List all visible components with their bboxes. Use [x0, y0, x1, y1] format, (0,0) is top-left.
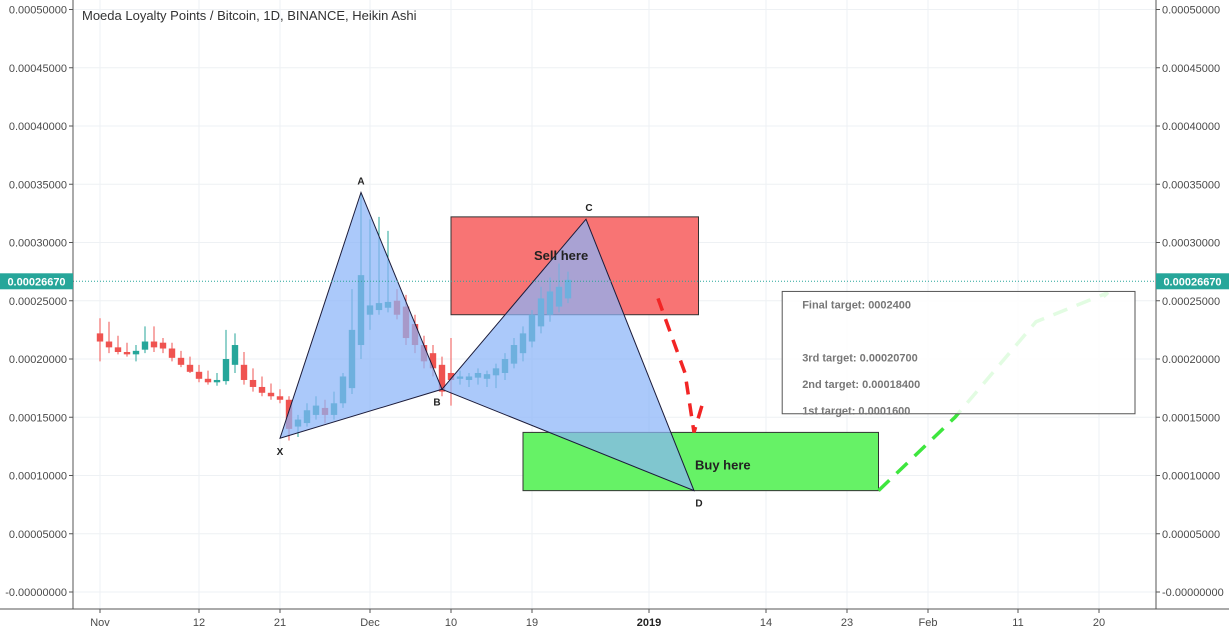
- candle-body: [249, 379, 257, 387]
- y-tick-label-right: 0.00035000: [1162, 179, 1220, 191]
- candle-body: [150, 341, 158, 348]
- candle-body: [267, 392, 275, 397]
- candle-body: [114, 347, 122, 353]
- pattern-layer: X A B C D: [277, 176, 703, 509]
- candle-body: [195, 371, 203, 379]
- pattern-triangle-xab: [279, 190, 443, 439]
- pattern-point-label: C: [585, 203, 592, 214]
- y-tick-label-left: 0.00020000: [9, 354, 67, 366]
- candle-body: [429, 353, 437, 369]
- x-tick-label: 19: [526, 617, 538, 629]
- y-tick-label-left: 0.00010000: [9, 471, 67, 483]
- pattern-point-label: B: [433, 397, 440, 408]
- candle-body: [231, 345, 239, 365]
- candle-body: [177, 357, 185, 365]
- candle-body: [123, 352, 131, 355]
- y-tick-label-right: 0.00005000: [1162, 529, 1220, 541]
- x-tick-label: 2019: [637, 617, 661, 629]
- target-line: 3rd target: 0.00020700: [802, 352, 918, 364]
- candle-body: [141, 341, 149, 350]
- y-tick-label-right: 0.00020000: [1162, 354, 1220, 366]
- targets-box: [781, 290, 1136, 415]
- y-tick-label-right: -0.00000000: [1162, 587, 1224, 599]
- x-tick-label: 14: [760, 617, 772, 629]
- candle-body: [438, 364, 446, 392]
- y-tick-label-left: 0.00040000: [9, 121, 67, 133]
- candle-body: [105, 341, 113, 348]
- y-tick-label-right: 0.00010000: [1162, 471, 1220, 483]
- sell-zone-label: Sell here: [534, 248, 588, 263]
- x-tick-label: 11: [1012, 617, 1023, 629]
- price-badge-left: [0, 273, 73, 290]
- y-tick-label-left: 0.00050000: [9, 5, 67, 17]
- candle-body: [132, 350, 140, 355]
- y-tick-label-left: 0.00025000: [9, 296, 67, 308]
- x-tick-label: 23: [841, 617, 853, 629]
- y-tick-label-left: -0.00000000: [5, 587, 67, 599]
- x-tick-label: 21: [274, 617, 286, 629]
- candle-body: [258, 386, 266, 393]
- price-badge-left-text: 0.00026670: [7, 276, 65, 288]
- candle-body: [276, 396, 284, 400]
- y-tick-label-left: 0.00045000: [9, 63, 67, 75]
- x-tick-label: Feb: [919, 617, 938, 629]
- buy-zone-label: Buy here: [695, 457, 751, 472]
- y-tick-label-right: 0.00040000: [1162, 121, 1220, 133]
- y-tick-label-left: 0.00035000: [9, 179, 67, 191]
- candle-body: [159, 342, 167, 349]
- y-tick-label-right: 0.00030000: [1162, 238, 1220, 250]
- x-tick-label: 12: [193, 617, 205, 629]
- candle-body: [204, 378, 212, 383]
- x-tick-label: Dec: [360, 617, 380, 629]
- chart-title: Moeda Loyalty Points / Bitcoin, 1D, BINA…: [82, 8, 417, 23]
- y-tick-label-left: 0.00015000: [9, 412, 67, 424]
- price-badge-right: [1156, 273, 1229, 290]
- red-projection-path: [656, 297, 705, 433]
- candle-body: [168, 348, 176, 358]
- x-tick-label: 20: [1093, 617, 1105, 629]
- candle-body: [222, 359, 230, 382]
- y-tick-label-right: 0.00050000: [1162, 5, 1220, 17]
- target-line: Final target: 0002400: [802, 299, 911, 311]
- pattern-point-label: A: [357, 176, 364, 187]
- target-line: 1st target: 0.0001600: [802, 405, 910, 417]
- candle-body: [447, 372, 455, 380]
- candle-body: [240, 364, 248, 380]
- y-tick-label-right: 0.00025000: [1162, 296, 1220, 308]
- x-tick-label: Nov: [90, 617, 110, 629]
- target-line: 2nd target: 0.00018400: [802, 379, 920, 391]
- pattern-triangle-bcd: [441, 218, 695, 492]
- pattern-point-label: X: [277, 447, 284, 458]
- y-tick-label-left: 0.00005000: [9, 529, 67, 541]
- y-tick-label-right: 0.00045000: [1162, 63, 1220, 75]
- y-tick-label-right: 0.00015000: [1162, 412, 1220, 424]
- candle-body: [96, 333, 104, 342]
- overlay-layer: Sell here Buy here Final target: 0002400 3r…: [73, 248, 1156, 492]
- y-tick-label-left: 0.00030000: [9, 238, 67, 250]
- candle-body: [186, 364, 194, 372]
- price-badge-right-text: 0.00026670: [1163, 276, 1221, 288]
- x-tick-label: 10: [445, 617, 457, 629]
- pattern-point-label: D: [695, 499, 702, 510]
- candle-body: [213, 379, 221, 383]
